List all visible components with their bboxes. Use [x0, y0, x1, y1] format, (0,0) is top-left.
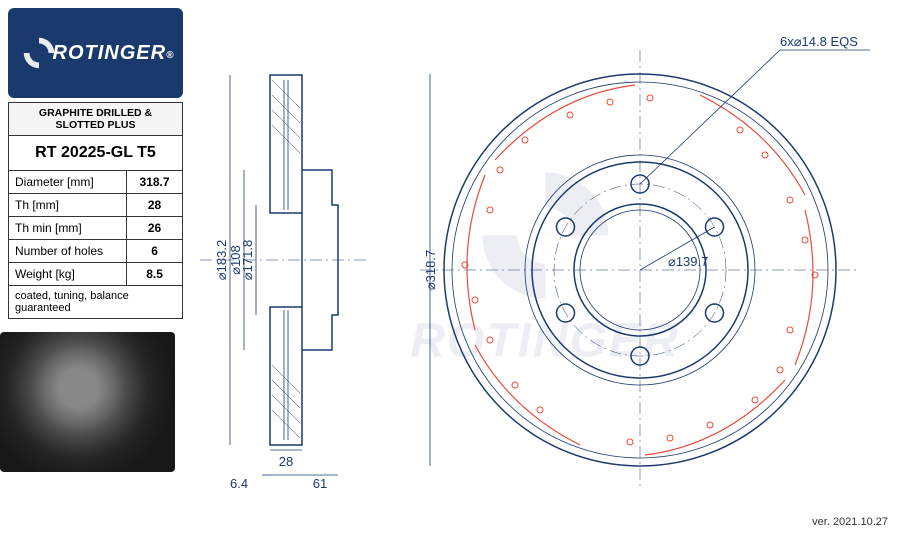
version-label: ver. 2021.10.27 [812, 516, 888, 528]
dim-6-4: 6.4 [230, 476, 248, 490]
brand-logo: ROTINGER® [8, 8, 183, 98]
spec-table: GRAPHITE DRILLED & SLOTTED PLUS RT 20225… [8, 102, 183, 319]
front-view-drawing: ⌀318.7 ⌀139.7 6x⌀14.8 EQS [410, 20, 870, 510]
dim-d139: ⌀139.7 [668, 254, 708, 269]
dim-d183: ⌀183.2 [214, 240, 229, 280]
side-view-drawing: ⌀183.2 ⌀108 ⌀171.8 28 6.4 61 [200, 30, 370, 490]
dim-d171: ⌀171.8 [240, 240, 255, 280]
technical-drawing: ROTINGER [190, 0, 900, 534]
brand-name: ROTINGER® [53, 42, 175, 65]
table-row: Th min [mm]26 [9, 217, 183, 240]
product-photo [0, 332, 175, 472]
table-row: coated, tuning, balance guaranteed [9, 286, 183, 319]
part-number: RT 20225-GL T5 [9, 136, 183, 171]
dim-th28: 28 [279, 454, 293, 469]
dim-61: 61 [313, 476, 327, 490]
table-row: Weight [kg]8.5 [9, 263, 183, 286]
table-row: Number of holes6 [9, 240, 183, 263]
dim-d318: ⌀318.7 [423, 250, 438, 290]
table-row: Th [mm]28 [9, 194, 183, 217]
logo-swoosh-icon [20, 34, 58, 72]
dim-bolt: 6x⌀14.8 EQS [780, 34, 858, 49]
table-row: Diameter [mm]318.7 [9, 171, 183, 194]
spec-header: GRAPHITE DRILLED & SLOTTED PLUS [9, 103, 183, 136]
